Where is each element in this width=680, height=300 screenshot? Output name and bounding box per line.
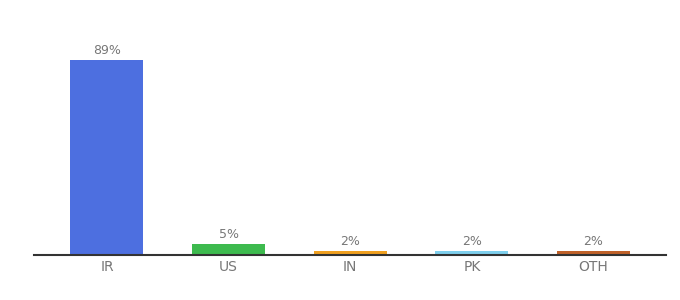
Text: 2%: 2% xyxy=(462,235,481,248)
Bar xyxy=(435,250,509,255)
Bar xyxy=(71,60,143,255)
Text: 89%: 89% xyxy=(93,44,121,58)
Text: 2%: 2% xyxy=(583,235,603,248)
Text: 2%: 2% xyxy=(340,235,360,248)
Bar xyxy=(192,244,265,255)
Bar xyxy=(557,250,630,255)
Text: 5%: 5% xyxy=(218,228,239,242)
Bar xyxy=(313,250,387,255)
